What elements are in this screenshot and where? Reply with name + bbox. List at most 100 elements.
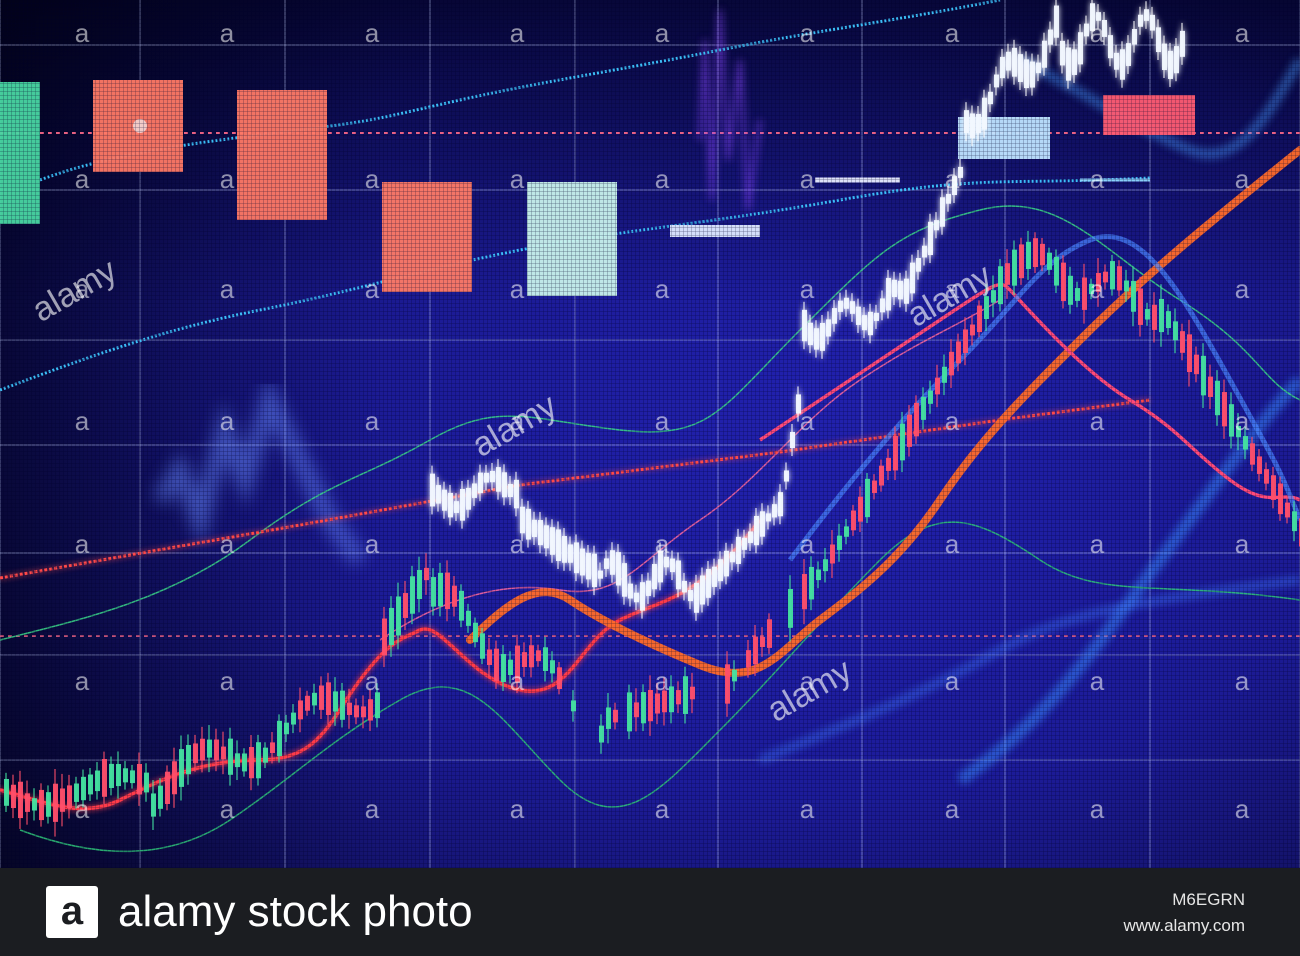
green-candle (865, 478, 870, 518)
green-candle (340, 690, 345, 720)
watermark-letter: a (1090, 274, 1105, 304)
white-candle (886, 277, 891, 311)
red-candle (60, 788, 65, 812)
white-candle (442, 489, 447, 511)
green-candle (928, 390, 933, 404)
white-candle (976, 113, 981, 134)
white-candle (1000, 56, 1005, 79)
red-candle (515, 645, 520, 683)
white-candle (700, 575, 705, 605)
green-candle (1236, 425, 1241, 438)
watermark-letter: a (365, 666, 380, 696)
white-candle (1102, 19, 1107, 37)
green-candle (417, 569, 422, 600)
white-candle (766, 513, 771, 522)
white-candle (544, 525, 549, 549)
watermark-letter: a (365, 529, 380, 559)
white-candle (586, 553, 591, 580)
red-candle (963, 329, 968, 353)
white-candle (1120, 49, 1125, 80)
red-candle (907, 414, 912, 447)
white-candle (808, 322, 813, 346)
red-candle (1082, 277, 1087, 310)
white-candle (1024, 59, 1029, 89)
white-candle (1048, 29, 1053, 45)
white-candle (856, 306, 861, 325)
red-candle (487, 649, 492, 666)
green-candle (1292, 511, 1297, 532)
green-candle (256, 742, 261, 779)
white-candle (550, 527, 555, 555)
green-candle (571, 700, 576, 712)
white-candle (1156, 27, 1161, 53)
white-candle (772, 504, 777, 518)
green-candle (669, 686, 674, 713)
green-candle (109, 763, 114, 788)
red-candle (753, 636, 758, 665)
green-candle (1173, 321, 1178, 341)
white-candle (1066, 47, 1071, 81)
red-candle (270, 742, 275, 754)
red-candle (1019, 244, 1024, 279)
white-candle (682, 580, 687, 593)
white-candle (982, 97, 987, 130)
white-candle (910, 262, 915, 294)
watermark-letter: a (655, 529, 670, 559)
red-candle (949, 351, 954, 376)
green-candle (466, 610, 471, 626)
white-candle (448, 492, 453, 518)
watermark-letter: a (945, 274, 960, 304)
watermark-letter: a (1090, 529, 1105, 559)
white-candle (790, 431, 795, 449)
white-candle (466, 487, 471, 510)
white-candle (490, 470, 495, 483)
watermark-letter: a (800, 529, 815, 559)
white-candle (634, 592, 639, 603)
green-candle (81, 776, 86, 801)
white-candle (928, 221, 933, 256)
watermark-letter: a (800, 164, 815, 194)
white-candle (736, 536, 741, 564)
red-candle (662, 690, 667, 713)
red-candle (1285, 502, 1290, 518)
green-candle (74, 783, 79, 802)
green-candle (837, 535, 842, 550)
watermark-letter: a (1235, 529, 1250, 559)
white-candle (1096, 12, 1101, 21)
watermark-letter: a (75, 164, 90, 194)
green-candle (844, 526, 849, 537)
green-candle (459, 590, 464, 621)
red-candle (102, 759, 107, 797)
white-candle (592, 553, 597, 588)
white-candle (1114, 52, 1119, 70)
red-candle (956, 341, 961, 364)
red-candle (1257, 456, 1262, 474)
white-candle (730, 551, 735, 563)
white-candle (832, 308, 837, 324)
white-candle (814, 328, 819, 350)
green-candle (88, 774, 93, 795)
white-candle (844, 297, 849, 309)
green-candle (235, 753, 240, 768)
alamy-logo-icon: a (46, 886, 98, 938)
red-candle (893, 435, 898, 471)
white-candle (496, 467, 501, 492)
white-candle (1072, 49, 1077, 75)
watermark-letter: a (220, 794, 235, 824)
green-candle (32, 798, 37, 811)
white-candle (1144, 9, 1149, 21)
red-candle (522, 652, 527, 668)
red-candle (872, 480, 877, 494)
white-candle (460, 488, 465, 521)
watermark-letter: a (75, 794, 90, 824)
alamy-footer-bar: a alamy stock photo M6EGRN www.alamy.com (0, 868, 1300, 956)
white-candle (1018, 54, 1023, 82)
white-candle (1138, 14, 1143, 27)
white-candle (1084, 23, 1089, 37)
watermark-letter: a (75, 18, 90, 48)
red-candle (690, 686, 695, 700)
green-candle (543, 647, 548, 671)
watermark-letter: a (510, 274, 525, 304)
white-candle (472, 483, 477, 498)
white-candle (952, 176, 957, 196)
